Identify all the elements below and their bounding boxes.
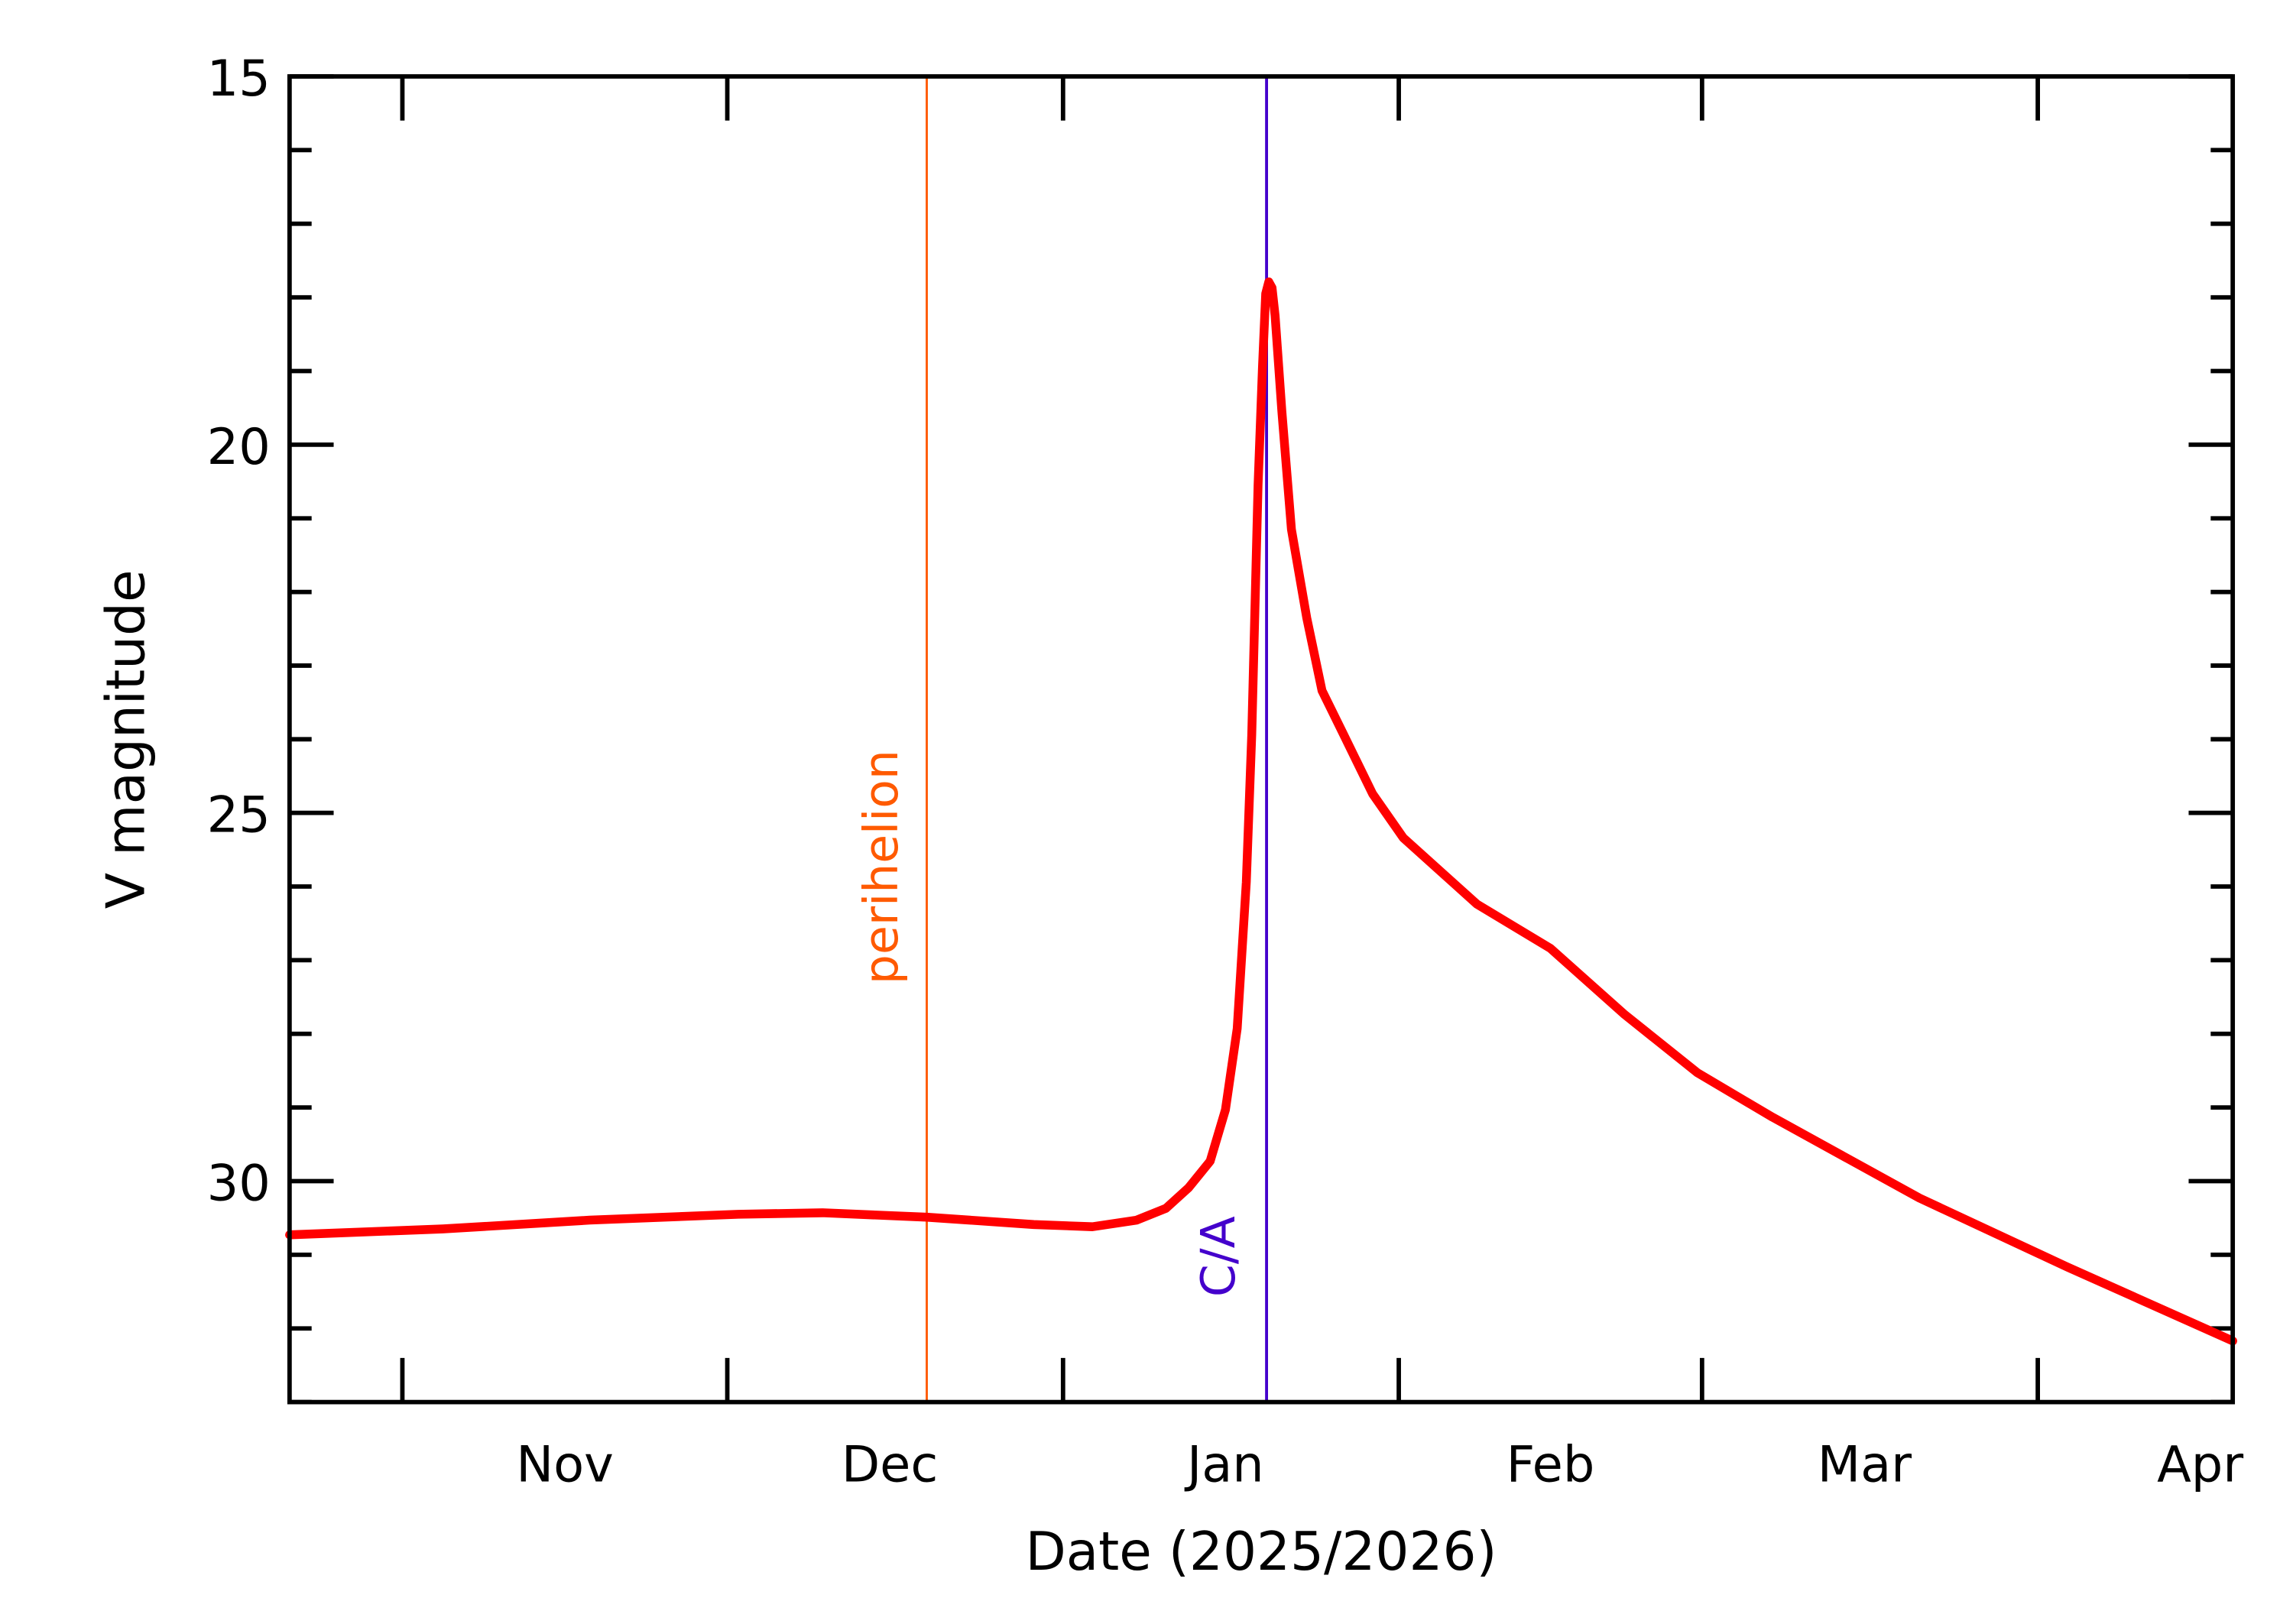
event-markers: perihelion C/A bbox=[854, 76, 1269, 1402]
y-axis-label: V magnitude bbox=[96, 569, 157, 909]
event-label-closest-approach: C/A bbox=[1191, 1216, 1246, 1297]
tick-labels: Nov Dec Jan Feb Mar Apr 15 20 25 30 bbox=[207, 50, 2244, 1493]
y-tick-label: 20 bbox=[207, 418, 271, 476]
x-tick-label: Nov bbox=[516, 1435, 614, 1493]
magnitude-curve bbox=[285, 277, 2237, 1346]
y-tick-label: 15 bbox=[207, 50, 271, 108]
series-layer bbox=[285, 277, 2237, 1346]
y-tick-label: 25 bbox=[207, 786, 271, 844]
x-tick-label: Apr bbox=[2157, 1435, 2243, 1493]
x-axis-label: Date (2025/2026) bbox=[1025, 1522, 1497, 1583]
x-tick-label: Mar bbox=[1818, 1435, 1912, 1493]
x-tick-label: Feb bbox=[1507, 1435, 1595, 1493]
axis-ticks bbox=[289, 74, 2233, 1405]
y-tick-label: 30 bbox=[207, 1155, 271, 1213]
x-tick-label: Jan bbox=[1184, 1435, 1264, 1493]
plot-frame bbox=[287, 74, 2236, 1405]
x-tick-label: Dec bbox=[842, 1435, 939, 1493]
event-label-perihelion: perihelion bbox=[854, 750, 909, 984]
